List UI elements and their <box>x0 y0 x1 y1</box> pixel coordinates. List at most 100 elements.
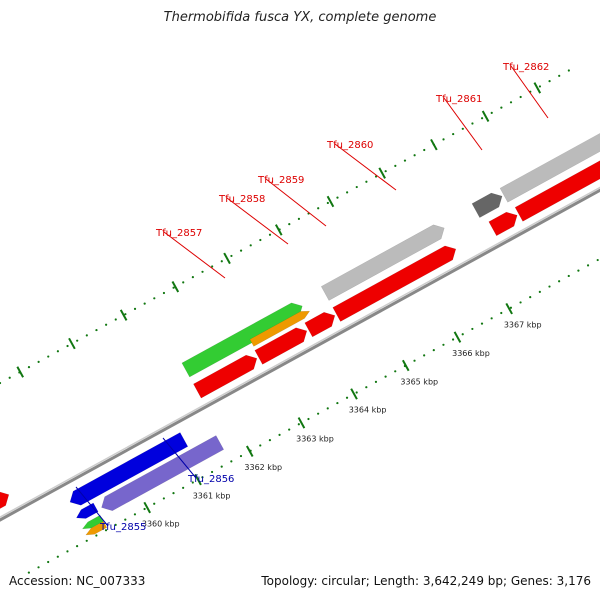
upper-scale-dot <box>95 328 98 332</box>
upper-scale-dot <box>461 127 464 130</box>
lower-scale-dot <box>413 359 416 362</box>
gene-arrow-purple <box>101 435 225 511</box>
scale-tick-label: 3366 kbp <box>452 349 490 358</box>
lower-scale-dot <box>230 460 233 463</box>
upper-scale-dot <box>442 138 445 141</box>
lower-scale-dot <box>509 306 513 309</box>
upper-scale-tick <box>171 280 180 293</box>
lower-scale-dot <box>548 285 551 288</box>
lower-scale-dot <box>27 571 30 574</box>
gene-label: Tfu_2860 <box>326 140 373 151</box>
scale-tick-label: 3364 kbp <box>349 406 387 415</box>
accession-text: Accession: NC_007333 <box>9 574 146 588</box>
lower-scale-dot <box>432 349 435 352</box>
upper-scale-dot <box>191 276 194 279</box>
lower-scale-dot <box>567 274 570 278</box>
lower-scale-dot <box>288 428 291 431</box>
backbone-line <box>0 188 600 522</box>
gene-label-leader <box>226 197 289 245</box>
lower-scale-dot <box>394 370 397 373</box>
map-title: Thermobifida fusca YX, complete genome <box>163 10 437 25</box>
upper-scale-dot <box>133 307 137 310</box>
lower-scale-dot <box>133 513 137 516</box>
lower-scale-dot <box>326 407 329 410</box>
lower-scale-dot <box>442 343 445 346</box>
upper-scale-dot <box>326 201 329 205</box>
scale-tick <box>453 331 462 343</box>
gene-arrow-darkgray <box>471 192 503 218</box>
upper-scale-dot <box>76 339 79 342</box>
gene-arrow-orange <box>249 310 311 347</box>
lower-scale-dot <box>239 454 243 458</box>
lower-scale-dot <box>162 497 165 500</box>
gene-label: Tfu_2857 <box>155 228 202 239</box>
scale-tick-label: 3365 kbp <box>400 377 438 386</box>
upper-scale-dot <box>355 185 358 189</box>
upper-scale-tick <box>378 167 386 179</box>
upper-scale-dot <box>27 366 31 369</box>
lower-scale-dot <box>297 423 300 426</box>
upper-scale-dot <box>249 244 252 247</box>
lower-scale-dot <box>172 492 175 495</box>
gene-label: Tfu_2858 <box>218 194 265 205</box>
upper-scale-dot <box>172 286 175 289</box>
upper-scale-dot <box>490 111 493 114</box>
lower-scale-dot <box>336 401 339 405</box>
upper-scale-dot <box>297 217 301 220</box>
gene-arrow-orange <box>85 521 108 536</box>
gene-label: Tfu_2861 <box>435 94 482 105</box>
upper-scale-tick <box>68 337 76 350</box>
lower-scale-dot <box>182 486 185 489</box>
lower-scale-dot <box>220 465 223 468</box>
lower-scale-dot <box>104 529 108 532</box>
upper-scale-dot <box>567 69 570 72</box>
lower-scale-dot <box>374 380 378 383</box>
gene-arrow-gray <box>320 224 445 301</box>
upper-scale-dot <box>346 191 349 194</box>
lower-scale-dot <box>66 550 69 553</box>
lower-scale-dot <box>37 566 40 569</box>
upper-scale-dot <box>403 159 407 162</box>
gene-label-leader <box>75 486 109 527</box>
upper-scale-tick <box>430 138 438 151</box>
lower-scale-dot <box>490 317 493 320</box>
gene-arrow-red <box>514 160 600 222</box>
upper-scale-dot <box>317 207 320 210</box>
lower-scale-dot <box>114 523 117 527</box>
upper-scale-dot <box>56 350 60 353</box>
lower-scale-dot <box>423 354 426 357</box>
scale-tick-label: 3361 kbp <box>193 491 231 500</box>
lower-scale-dot <box>577 269 580 272</box>
upper-scale-dot <box>336 196 339 199</box>
lower-scale-dot <box>384 375 387 378</box>
upper-scale-dot <box>230 254 233 258</box>
gene-label: Tfu_2859 <box>257 175 304 186</box>
upper-scale-dot <box>548 80 551 83</box>
upper-scale-tick <box>274 224 283 236</box>
gene-arrow-red <box>193 354 258 399</box>
upper-scale-dot <box>66 344 69 348</box>
lower-scale-dot <box>451 338 455 341</box>
lower-scale-dot <box>500 311 503 315</box>
scale-tick <box>505 302 513 315</box>
upper-scale-tick <box>533 82 542 94</box>
upper-scale-dot <box>288 223 291 226</box>
upper-scale-tick <box>326 195 335 208</box>
lower-scale-dot <box>47 560 50 564</box>
upper-scale-dot <box>365 180 368 183</box>
gene-label-leader <box>162 437 197 479</box>
gene-arrow-red <box>332 245 457 322</box>
gene-label-leader <box>163 231 226 279</box>
lower-scale-dot <box>596 258 599 262</box>
lower-scale-dot <box>317 412 320 415</box>
upper-scale-dot <box>47 355 50 358</box>
gene-arrow-blue <box>69 432 189 506</box>
gene-arrow-red <box>488 211 518 237</box>
upper-scale-dot <box>0 381 2 385</box>
gene-label-leader <box>265 178 327 227</box>
lower-scale-dot <box>259 444 262 447</box>
upper-scale-dot <box>519 95 522 99</box>
lower-scale-dot <box>538 290 541 293</box>
upper-scale-dot <box>394 164 397 167</box>
